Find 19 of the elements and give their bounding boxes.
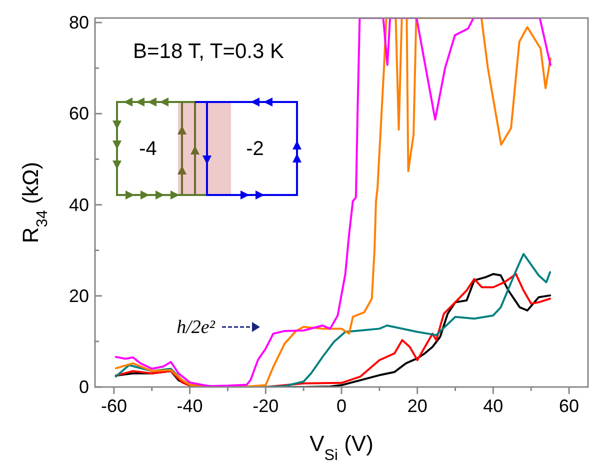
x-tick-label: 20: [407, 396, 428, 416]
annotation: -2: [246, 138, 264, 160]
x-tick-label: -40: [176, 396, 203, 416]
x-tick-label: -20: [252, 396, 279, 416]
y-tick-label: 80: [68, 12, 89, 33]
y-tick-label: 0: [78, 377, 89, 397]
x-axis-title: V$_{Si}$ (V): [310, 431, 374, 461]
y-tick-label: 20: [68, 286, 89, 306]
y-tick-label: 60: [68, 104, 89, 124]
x-tick-label: -60: [100, 396, 127, 416]
annotation: -4: [139, 138, 157, 160]
x-tick-label: 40: [483, 396, 504, 416]
y-tick-label: 40: [68, 194, 89, 215]
x-tick-label: 0: [336, 396, 347, 416]
annotation: B=18 T, T=0.3 K: [133, 40, 284, 63]
line-series: [114, 18, 552, 387]
annotation: h/2e²: [176, 317, 216, 338]
x-tick-label: 60: [559, 396, 580, 416]
edge-state-diagram: -4 -2: [112, 98, 302, 200]
